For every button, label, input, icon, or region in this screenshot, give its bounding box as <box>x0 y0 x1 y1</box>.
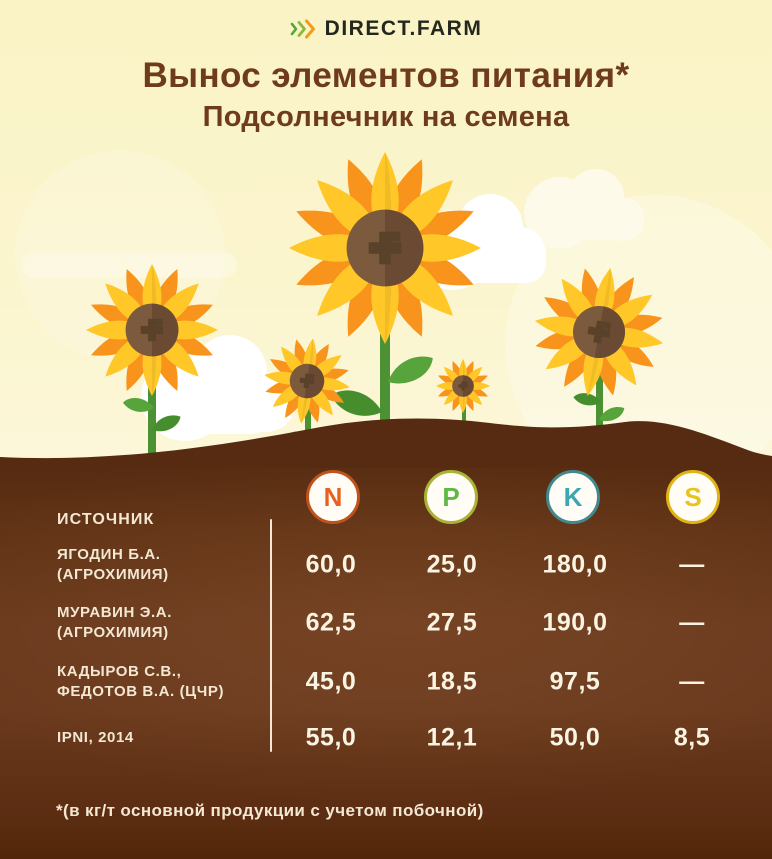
value-k: 50,0 <box>549 723 601 752</box>
sunflower-left <box>86 264 218 396</box>
element-circle-n: N <box>306 470 360 524</box>
soil-hill <box>0 418 772 475</box>
source-line: МУРАВИН Э.А. <box>57 604 172 621</box>
table-divider <box>270 519 272 752</box>
value-k: 180,0 <box>542 550 608 579</box>
element-circle-p: P <box>424 470 478 524</box>
source-line: ФЕДОТОВ В.А. (ЦЧР) <box>57 683 225 700</box>
value-p: 27,5 <box>426 608 478 637</box>
faint-cloud <box>22 252 237 278</box>
value-p: 18,5 <box>426 667 478 696</box>
value-k: 190,0 <box>542 608 608 637</box>
table-row: ЯГОДИН Б.А. (АГРОХИМИЯ) 60,0 25,0 180,0 … <box>0 541 772 589</box>
data-panel <box>0 468 772 859</box>
page-title: Вынос элементов питания* <box>142 56 630 95</box>
sunflower-tiny <box>436 359 490 413</box>
value-s: — <box>679 667 705 696</box>
sunflower-illustration <box>0 150 772 475</box>
logo: DIRECT.FARM <box>0 17 772 41</box>
value-s: 8,5 <box>673 723 711 752</box>
value-s: — <box>679 550 705 579</box>
triple-chevron-icon <box>290 19 315 39</box>
element-symbol: N <box>323 481 343 512</box>
value-n: 45,0 <box>305 667 357 696</box>
element-symbol: P <box>442 481 460 512</box>
value-p: 25,0 <box>426 550 478 579</box>
source-column-header: ИСТОЧНИК <box>57 511 155 528</box>
value-p: 12,1 <box>426 723 478 752</box>
source-line: IPNI, 2014 <box>57 729 134 746</box>
source-line: КАДЫРОВ С.В., <box>57 663 182 680</box>
source-line: (АГРОХИМИЯ) <box>57 624 169 641</box>
value-n: 55,0 <box>305 723 357 752</box>
row-source: КАДЫРОВ С.В., ФЕДОТОВ В.А. (ЦЧР) <box>57 662 224 702</box>
table-row: IPNI, 2014 55,0 12,1 50,0 8,5 <box>0 714 772 762</box>
row-source: МУРАВИН Э.А. (АГРОХИМИЯ) <box>57 603 172 643</box>
logo-text: DIRECT.FARM <box>324 17 483 40</box>
value-k: 97,5 <box>549 667 601 696</box>
element-symbol: K <box>563 481 583 512</box>
source-line: ЯГОДИН Б.А. <box>57 546 161 563</box>
value-s: — <box>679 608 705 637</box>
row-source: IPNI, 2014 <box>57 728 134 748</box>
sunflower-large <box>289 152 481 344</box>
cloud <box>524 169 644 249</box>
source-line: (АГРОХИМИЯ) <box>57 566 169 583</box>
value-n: 60,0 <box>305 550 357 579</box>
element-circle-s: S <box>666 470 720 524</box>
page-subtitle: Подсолнечник на семена <box>202 101 570 133</box>
value-n: 62,5 <box>305 608 357 637</box>
element-symbol: S <box>684 481 702 512</box>
row-source: ЯГОДИН Б.А. (АГРОХИМИЯ) <box>57 545 169 585</box>
table-row: МУРАВИН Э.А. (АГРОХИМИЯ) 62,5 27,5 190,0… <box>0 599 772 647</box>
footnote: *(в кг/т основной продукции с учетом поб… <box>56 801 484 820</box>
element-circle-k: K <box>546 470 600 524</box>
table-row: КАДЫРОВ С.В., ФЕДОТОВ В.А. (ЦЧР) 45,0 18… <box>0 658 772 706</box>
